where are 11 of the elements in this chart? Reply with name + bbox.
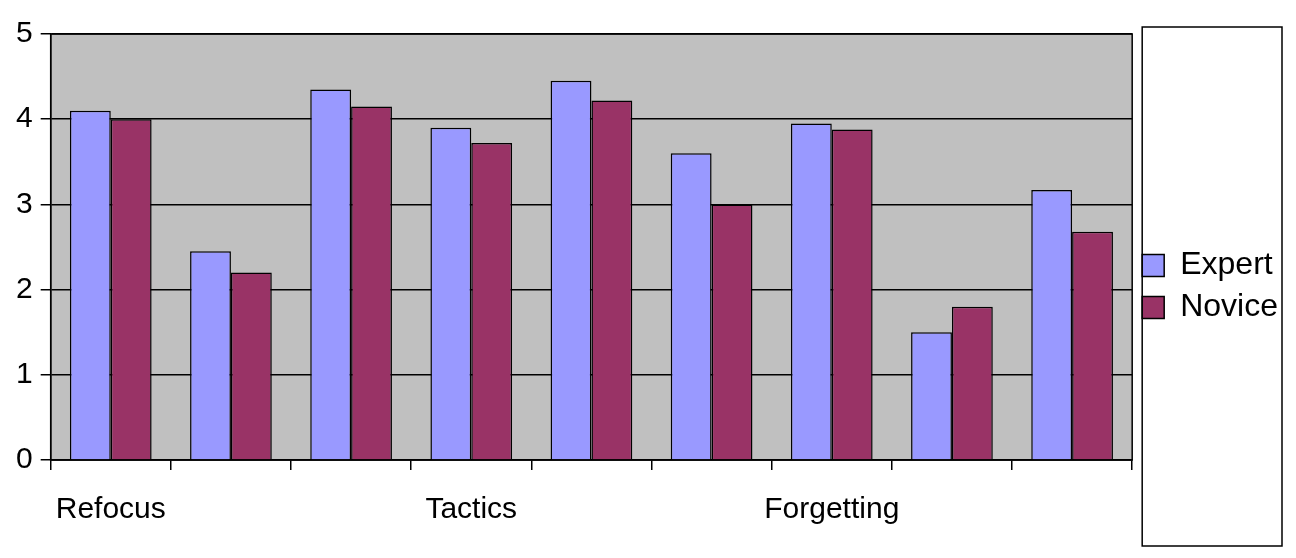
x-tick-label: Refocus [55,491,166,525]
y-tick-label: 0 [16,441,33,475]
legend-label: Expert [1180,245,1273,282]
y-tick-label: 2 [16,270,33,304]
y-tick-label: 4 [16,100,33,134]
y-tick-label: 1 [16,356,33,390]
x-tick-label: Forgetting [764,491,900,525]
legend-label: Novice [1180,287,1278,324]
y-tick-label: 5 [16,15,33,49]
y-tick-label: 3 [16,185,33,219]
x-tick-label: Tactics [425,491,518,525]
